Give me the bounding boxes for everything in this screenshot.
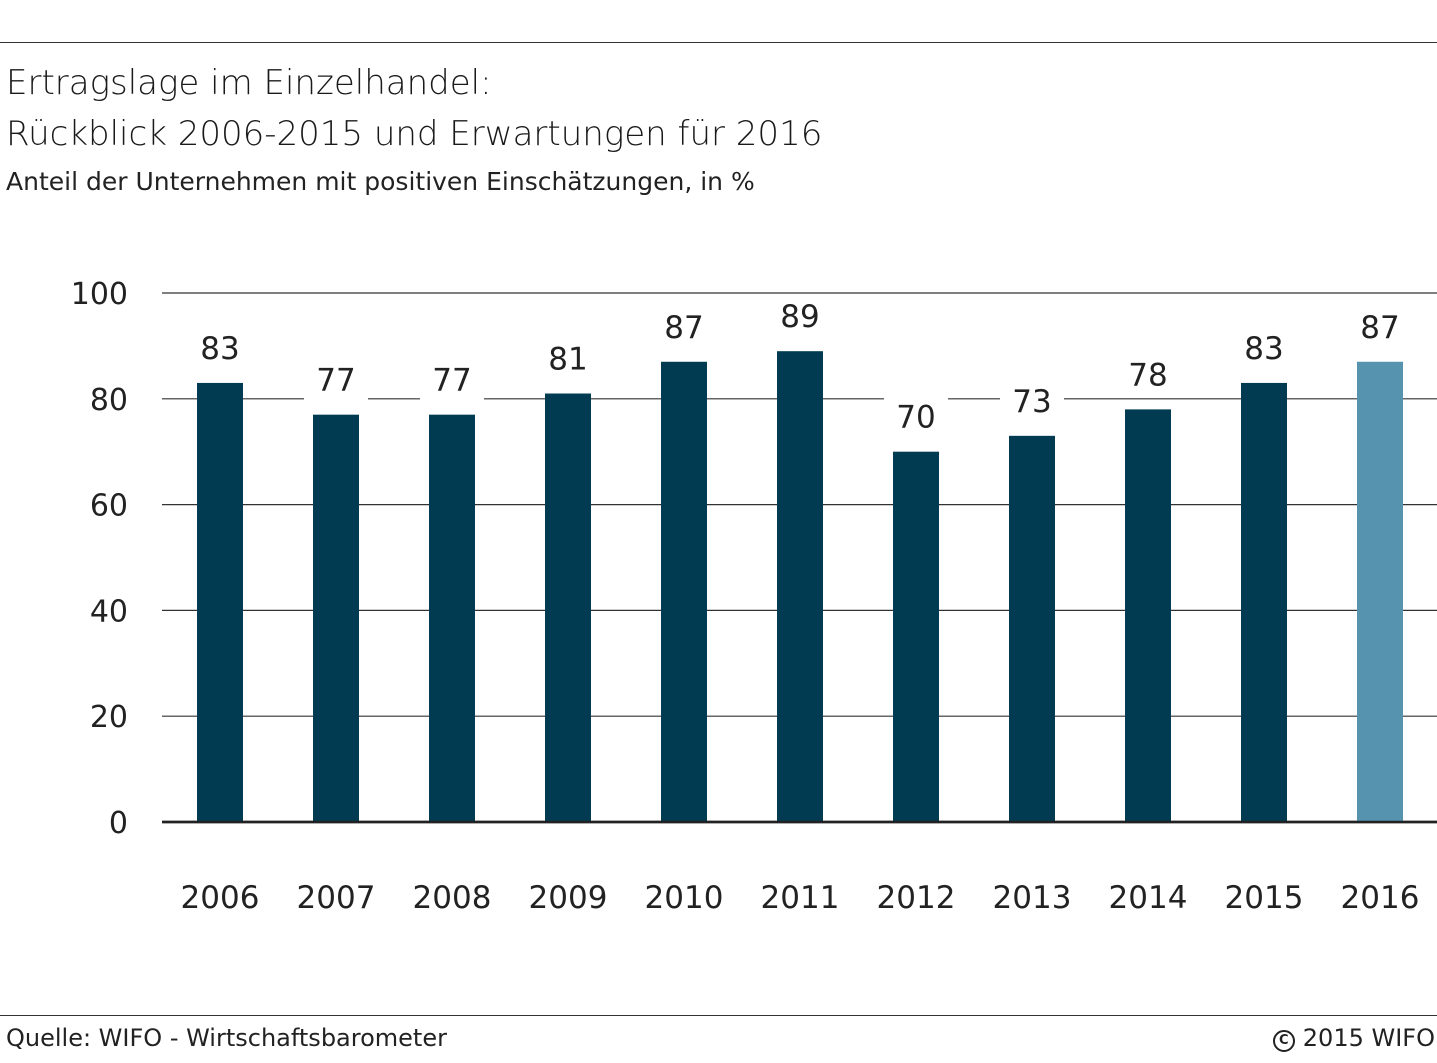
- value-label-2013: 73: [1012, 384, 1051, 420]
- bar-2006: [197, 382, 243, 822]
- bottom-rule: [0, 1015, 1437, 1016]
- y-tick-label-80: 80: [90, 383, 128, 418]
- value-label-backing-2015: [1232, 326, 1296, 371]
- copyright-text: 2015 WIFO: [1302, 1024, 1435, 1052]
- value-label-backing-2006: [188, 326, 252, 371]
- bar-chart: 0 20 40 60 80 100 83 2006 77 2007 77 2008 81 2009 87 20…: [71, 277, 1437, 916]
- value-label-backing-2016: [1348, 305, 1412, 350]
- y-tick-label-20: 20: [90, 700, 128, 735]
- value-label-2010: 87: [664, 310, 703, 346]
- x-tick-label-2015: 2015: [1225, 880, 1304, 916]
- value-label-backing-2010: [652, 305, 716, 350]
- value-label-backing-2011: [768, 295, 832, 340]
- x-tick-label-2007: 2007: [297, 880, 376, 916]
- copyright-icon: C: [1272, 1030, 1295, 1052]
- value-label-2016: 87: [1360, 310, 1399, 346]
- value-label-2015: 83: [1244, 331, 1283, 367]
- y-tick-label-100: 100: [71, 277, 128, 312]
- bar-2007: [313, 414, 359, 822]
- bar-2012: [893, 451, 939, 822]
- x-tick-label-2008: 2008: [413, 880, 492, 916]
- x-tick-label-2009: 2009: [529, 880, 608, 916]
- value-label-2007: 77: [316, 363, 355, 399]
- x-tick-label-2013: 2013: [993, 880, 1072, 916]
- x-tick-label-2014: 2014: [1109, 880, 1188, 916]
- value-label-2006: 83: [200, 331, 239, 367]
- source-note: Quelle: WIFO - Wirtschaftsbarometer: [6, 1024, 447, 1052]
- value-label-2008: 77: [432, 363, 471, 399]
- top-rule: [0, 42, 1437, 43]
- bar-2013: [1009, 435, 1055, 822]
- x-tick-label-2016: 2016: [1341, 880, 1420, 916]
- chart-title-line-2: Rückblick 2006-2015 und Erwartungen für …: [6, 114, 823, 154]
- chart-subtitle: Anteil der Unternehmen mit positiven Ein…: [6, 167, 755, 196]
- value-label-backing-2009: [536, 337, 600, 382]
- bar-2015: [1241, 382, 1287, 822]
- y-tick-label-40: 40: [90, 594, 128, 629]
- bar-2010: [661, 361, 707, 822]
- x-tick-label-2006: 2006: [181, 880, 260, 916]
- value-label-backing-2007: [304, 358, 368, 403]
- x-tick-label-2010: 2010: [645, 880, 724, 916]
- value-label-2014: 78: [1128, 357, 1167, 393]
- value-label-backing-2013: [1000, 379, 1064, 424]
- bar-2011: [777, 351, 823, 822]
- y-tick-label-60: 60: [90, 489, 128, 524]
- value-label-2011: 89: [780, 299, 819, 335]
- bar-2016: [1357, 361, 1403, 822]
- x-tick-label-2011: 2011: [761, 880, 840, 916]
- value-label-backing-2012: [884, 395, 948, 440]
- y-tick-label-0: 0: [109, 806, 128, 841]
- value-label-2009: 81: [548, 342, 587, 378]
- value-label-2012: 70: [896, 400, 935, 436]
- bar-2014: [1125, 409, 1171, 822]
- value-label-backing-2014: [1116, 353, 1180, 398]
- bar-2009: [545, 393, 591, 822]
- copyright-note: C 2015 WIFO: [1272, 1022, 1435, 1054]
- bar-2008: [429, 414, 475, 822]
- x-tick-label-2012: 2012: [877, 880, 956, 916]
- chart-title-line-1: Ertragslage im Einzelhandel:: [6, 63, 492, 103]
- value-label-backing-2008: [420, 358, 484, 403]
